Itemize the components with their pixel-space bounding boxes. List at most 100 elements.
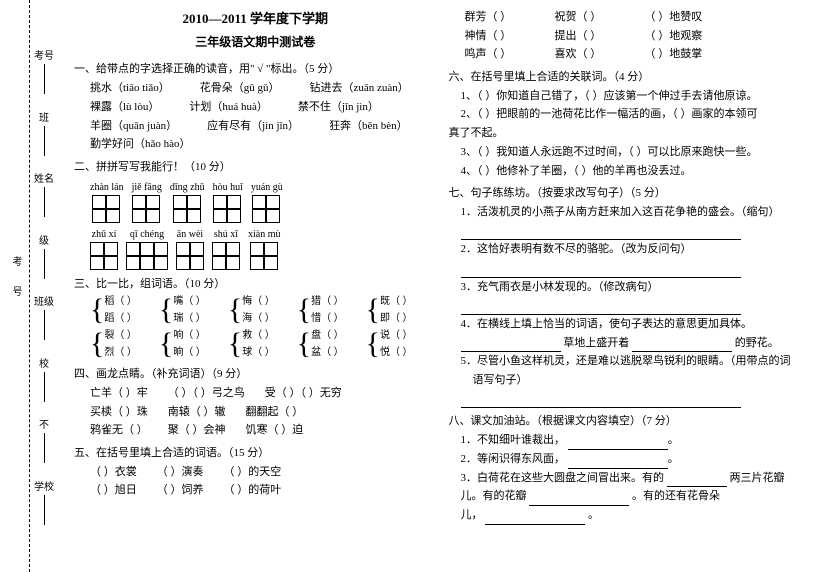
- side-label-4: 班级: [34, 293, 54, 308]
- blank-7-3[interactable]: [461, 303, 741, 315]
- section-5-title: 五、在括号里填上合适的词语。（15 分）: [74, 444, 437, 463]
- s7q4bp: 的野花。: [735, 337, 779, 349]
- s5r2b: （ ）饲养: [157, 481, 204, 500]
- s5r1b: （ ）演奏: [157, 463, 204, 482]
- g14b: 悦（ ）: [380, 344, 413, 361]
- binding-text: 考号: [8, 256, 23, 316]
- s6q4: 4、（ ）他修补了羊圈，（ ）他的羊再也没丢过。: [461, 162, 812, 181]
- tr1a: 神情（ ）: [465, 27, 555, 46]
- pinyin-row-2: zhǔ xí qǐ chéng ān wèi shú xī xiàn mù: [90, 226, 437, 271]
- side-label-0: 考号: [34, 47, 54, 62]
- s6q3: 3、（ ）我知道人永远跑不过时间，（ ）可以比原来跑快一些。: [461, 143, 812, 162]
- tr1c: （ ）地观察: [645, 27, 735, 46]
- s8q2: 2．等闲识得东风面，: [461, 453, 566, 465]
- side-label-2: 姓名: [34, 170, 54, 185]
- blank-7-2[interactable]: [461, 266, 741, 278]
- blank-7-4a[interactable]: [461, 340, 561, 352]
- g04b: 即（ ）: [380, 310, 413, 327]
- g04a: 既（ ）: [380, 293, 413, 310]
- p1e: yuán gù: [251, 179, 283, 196]
- p2a: zhǔ xí: [92, 226, 117, 243]
- g11a: 响（ ）: [173, 327, 206, 344]
- s4r1a: 亡羊（ ）牢: [90, 384, 148, 403]
- blank-8-1[interactable]: [568, 438, 668, 450]
- s6q2b: 真了不起。: [449, 124, 812, 143]
- g01a: 嘴（ ）: [173, 293, 206, 310]
- g01b: 瑞（ ）: [173, 310, 206, 327]
- s7q5b: 语写句子）: [473, 371, 812, 390]
- g03a: 猎（ ）: [311, 293, 344, 310]
- s6q1: 1、（ ）你知道自己错了，（ ）应该第一个伸过手去请他原谅。: [461, 87, 812, 106]
- section-6-title: 六、在括号里填上合适的关联词。（4 分）: [449, 68, 812, 87]
- s8q3b: 两三片花瓣: [730, 472, 785, 484]
- pinyin-row-1: zhàn lán jiě fāng dīng zhǔ hòu huǐ yuán …: [90, 179, 437, 224]
- s4r1b: （ ）（ ）弓之鸟: [168, 384, 245, 403]
- blank-7-4b[interactable]: [632, 340, 732, 352]
- s1r1a: 挑水（tiāo tiǎo）: [90, 79, 170, 98]
- g11b: 晌（ ）: [173, 344, 206, 361]
- left-column: 2010—2011 学年度下学期 三年级语文期中测试卷 一、给带点的字选择正确的…: [68, 8, 443, 564]
- s7q4bm: 草地上盛开着: [563, 337, 629, 349]
- s1r2c: 禁不住（jīn jìn）: [298, 98, 379, 117]
- p1a: zhàn lán: [90, 179, 124, 196]
- page-columns: 2010—2011 学年度下学期 三年级语文期中测试卷 一、给带点的字选择正确的…: [58, 0, 827, 572]
- side-label-6: 不: [39, 416, 49, 431]
- section-2-title: 二、拼拼写写我能行！（10 分）: [74, 158, 437, 177]
- g03b: 惜（ ）: [311, 310, 344, 327]
- s5r2c: （ ）的荷叶: [224, 481, 282, 500]
- blank-7-1[interactable]: [461, 228, 741, 240]
- s1r1b: 花骨朵（gū gǔ）: [200, 79, 280, 98]
- title-line1: 2010—2011 学年度下学期: [74, 8, 437, 30]
- g10a: 裂（ ）: [104, 327, 137, 344]
- s4r3a: 鸦雀无（ ）: [90, 421, 148, 440]
- section-1-title: 一、给带点的字选择正确的读音，用" √ "标出。（5 分）: [74, 60, 437, 79]
- tr1b: 提出（ ）: [555, 27, 645, 46]
- s6q2a: 2、（ ）把眼前的一池荷花比作一幅活的画，（ ）画家的本领可: [461, 105, 812, 124]
- blank-8-2[interactable]: [568, 457, 668, 469]
- s4r3b: 聚（ ）会神: [168, 421, 226, 440]
- tr0c: （ ）地赞叹: [645, 8, 735, 27]
- s8q3c: 儿。有的花瓣: [461, 490, 527, 502]
- blank-8-3a[interactable]: [667, 475, 727, 487]
- g12b: 球（ ）: [242, 344, 275, 361]
- blank-8-3b[interactable]: [529, 494, 629, 506]
- s1r1c: 钻进去（zuān zuàn）: [310, 79, 409, 98]
- g14a: 说（ ）: [380, 327, 413, 344]
- side-label-5: 校: [39, 355, 49, 370]
- blank-8-3c[interactable]: [485, 513, 585, 525]
- p2e: xiàn mù: [248, 226, 281, 243]
- tr2a: 鸣声（ ）: [465, 45, 555, 64]
- s7q4a: 4．在横线上填上恰当的词语，使句子表达的意思更加具体。: [461, 315, 812, 334]
- s7q1: 1．活泼机灵的小燕子从南方赶来加入这百花争艳的盛会。（缩句）: [461, 203, 812, 222]
- g02a: 悔（ ）: [242, 293, 275, 310]
- right-column: 群芳（ ） 祝贺（ ） （ ）地赞叹 神情（ ） 提出（ ） （ ）地观察 鸣声…: [443, 8, 818, 564]
- s7q5a: 5．尽管小鱼这样机灵，还是难以逃脱翠鸟锐利的眼睛。（用带点的词: [461, 352, 812, 371]
- s1r4a: 勤学好问（hǎo hào）: [90, 135, 191, 154]
- p2c: ān wèi: [177, 226, 203, 243]
- s4r2c: 翻翻起（ ）: [246, 403, 304, 422]
- s8q1: 1．不知细叶谁裁出，: [461, 434, 566, 446]
- p2d: shú xī: [214, 226, 238, 243]
- g13b: 盆（ ）: [311, 344, 344, 361]
- s8q3d: 。有的还有花骨朵: [632, 490, 720, 502]
- blank-7-5[interactable]: [461, 396, 741, 408]
- s4r3c: 饥寒（ ）迫: [246, 421, 304, 440]
- s7q2: 2．这恰好表明有数不尽的骆驼。（改为反问句）: [461, 240, 812, 259]
- g00a: 稻（ ）: [104, 293, 137, 310]
- g12a: 救（ ）: [242, 327, 275, 344]
- s4r2b: 南辕（ ）辙: [168, 403, 226, 422]
- g00b: 蹈（ ）: [104, 310, 137, 327]
- side-label-7: 学校: [34, 478, 54, 493]
- s1r2b: 计划（huá huà）: [189, 98, 268, 117]
- section-8-title: 八、课文加油站。（根据课文内容填空）（7 分）: [449, 412, 812, 431]
- binding-line: 考号: [0, 0, 30, 572]
- s5r1a: （ ）衣裳: [90, 463, 137, 482]
- tr0a: 群芳（ ）: [465, 8, 555, 27]
- s4r2a: 买椟（ ）珠: [90, 403, 148, 422]
- s4r1c: 受（ ）（ ）无穷: [265, 384, 342, 403]
- tr0b: 祝贺（ ）: [555, 8, 645, 27]
- title-line2: 三年级语文期中测试卷: [74, 32, 437, 52]
- section-7-title: 七、句子练练坊。（按要求改写句子）（5 分）: [449, 184, 812, 203]
- s1r3c: 狂奔（bēn bèn）: [329, 117, 408, 136]
- s8q3a: 3．白荷花在这些大圆盘之间冒出来。有的: [461, 472, 665, 484]
